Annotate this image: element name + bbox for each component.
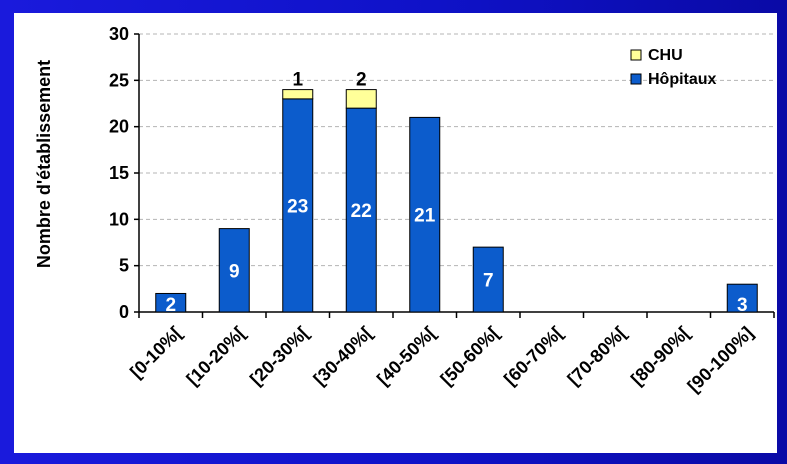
x-tick-label: [0-10%[ — [126, 323, 185, 382]
legend: CHU Hôpitaux — [630, 47, 717, 88]
bars — [155, 89, 758, 313]
data-label-hopitaux: 3 — [737, 295, 748, 316]
legend-label: CHU — [648, 47, 683, 64]
bar-segment-hopitaux — [345, 107, 377, 313]
legend-swatch — [630, 49, 642, 61]
y-tick-label: 15 — [109, 163, 129, 183]
x-tick-label: [30-40%[ — [310, 323, 376, 389]
legend-label: Hôpitaux — [648, 71, 717, 88]
data-label-hopitaux: 2 — [165, 295, 176, 316]
x-tick-label: [70-80%[ — [564, 323, 630, 389]
x-tick-label: [40-50%[ — [373, 323, 439, 389]
bar-segment-hopitaux — [726, 283, 758, 313]
bar-segment-hopitaux — [218, 228, 250, 313]
bar-segment-hopitaux — [472, 246, 504, 313]
y-tick-label: 10 — [109, 209, 129, 229]
data-label-hopitaux: 21 — [414, 206, 436, 227]
y-tick-label: 0 — [119, 302, 129, 322]
x-tick-label: [90-100%] — [684, 323, 758, 397]
y-tick-label: 25 — [109, 70, 129, 90]
data-label-hopitaux: 9 — [229, 261, 240, 282]
data-label-hopitaux: 22 — [351, 201, 372, 222]
y-tick-label: 5 — [119, 256, 129, 276]
y-tick-label: 20 — [109, 117, 129, 137]
x-tick-label: [50-60%[ — [437, 323, 503, 389]
x-tick-label: [80-90%[ — [627, 323, 693, 389]
bar-segment-hopitaux — [409, 116, 441, 313]
bar-segment-hopitaux — [155, 292, 187, 313]
data-label-hopitaux: 7 — [483, 271, 494, 292]
data-label-chu: 2 — [356, 70, 367, 91]
gridlines — [139, 33, 774, 267]
data-label-chu: 1 — [292, 70, 303, 91]
y-tick-label: 30 — [109, 24, 129, 44]
x-tick-label: [60-70%[ — [500, 323, 566, 389]
bar-segment-hopitaux — [282, 98, 314, 313]
data-label-hopitaux: 23 — [287, 196, 308, 217]
bar-segment-chu — [282, 89, 314, 100]
y-axis-title: Nombre d'établissement — [34, 60, 54, 268]
x-tick-label: [20-30%[ — [246, 323, 312, 389]
legend-swatch — [630, 73, 642, 85]
bar-segment-chu — [345, 89, 377, 109]
x-tick-label: [10-20%[ — [183, 323, 249, 389]
chart-panel: 2 9 23 1 22 2 21 7 3 0 5 10 15 20 25 30 [0-10%[[10-20%[… — [14, 13, 777, 453]
